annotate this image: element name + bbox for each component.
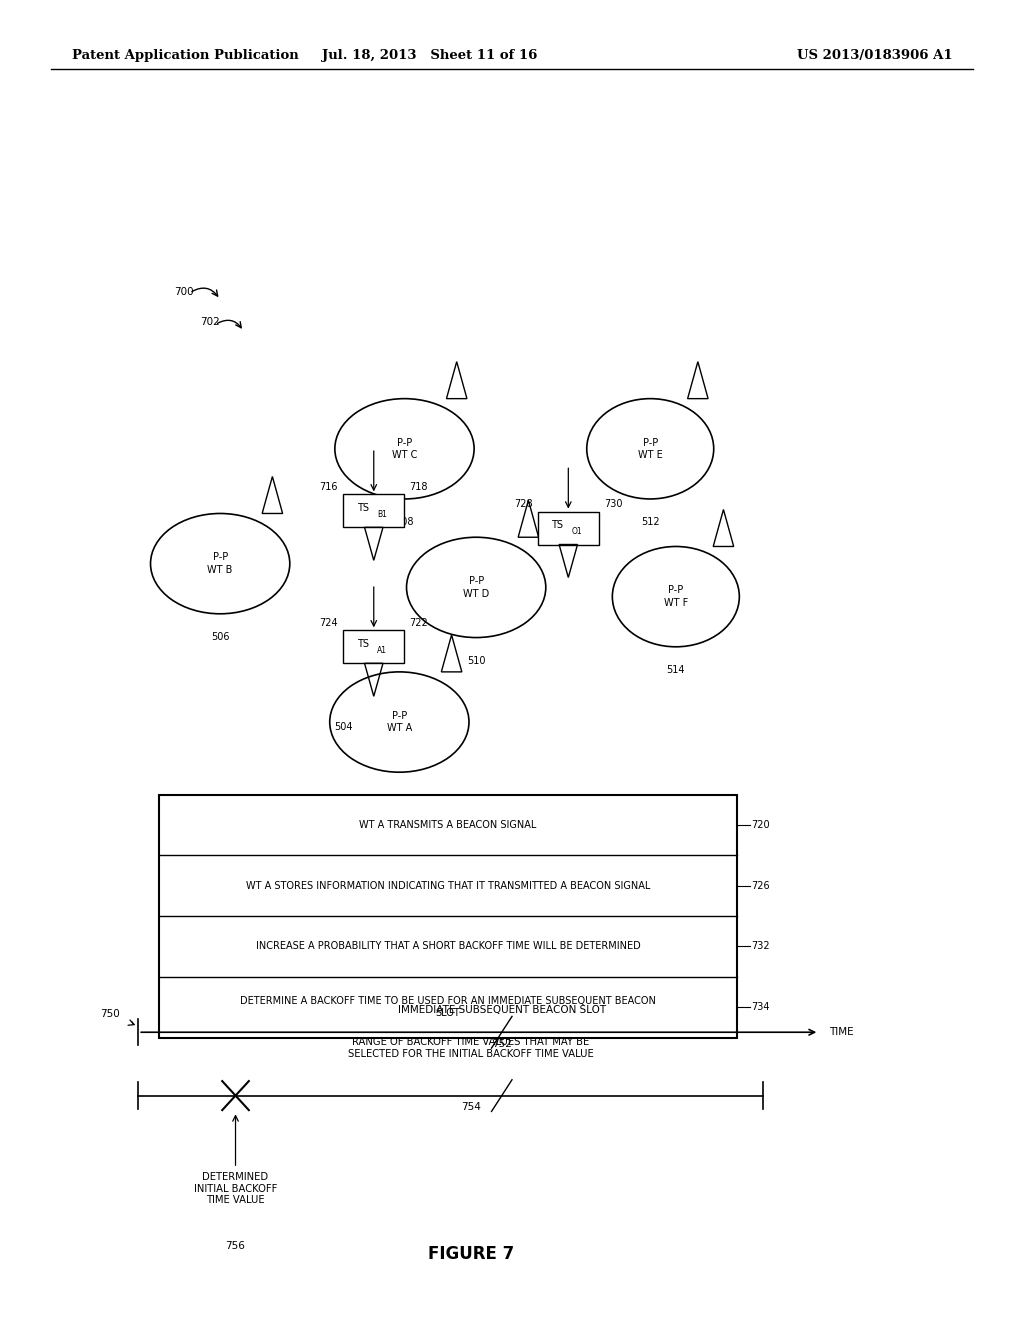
Text: FIGURE 7: FIGURE 7 bbox=[428, 1245, 514, 1263]
Text: 504: 504 bbox=[334, 722, 352, 733]
Text: 754: 754 bbox=[461, 1102, 481, 1113]
Text: IMMEDIATE SUBSEQUENT BEACON SLOT: IMMEDIATE SUBSEQUENT BEACON SLOT bbox=[397, 1005, 606, 1015]
Text: 512: 512 bbox=[641, 517, 659, 528]
Text: P-P
WT A: P-P WT A bbox=[387, 711, 412, 733]
Text: P-P
WT D: P-P WT D bbox=[463, 577, 489, 598]
Text: A1: A1 bbox=[377, 647, 387, 655]
Text: P-P
WT F: P-P WT F bbox=[664, 586, 688, 607]
Bar bbox=[538, 511, 599, 544]
Text: O1: O1 bbox=[571, 528, 582, 536]
Text: Jul. 18, 2013   Sheet 11 of 16: Jul. 18, 2013 Sheet 11 of 16 bbox=[323, 49, 538, 62]
Text: 716: 716 bbox=[319, 482, 338, 492]
Text: 718: 718 bbox=[410, 482, 428, 492]
Text: 722: 722 bbox=[410, 618, 428, 628]
Bar bbox=[343, 494, 404, 527]
Text: 756: 756 bbox=[225, 1241, 246, 1251]
Text: 728: 728 bbox=[514, 499, 532, 510]
Text: TS: TS bbox=[356, 503, 369, 513]
Text: 732: 732 bbox=[752, 941, 770, 952]
Text: TS: TS bbox=[356, 639, 369, 649]
Text: WT A TRANSMITS A BEACON SIGNAL: WT A TRANSMITS A BEACON SIGNAL bbox=[359, 820, 537, 830]
Text: US 2013/0183906 A1: US 2013/0183906 A1 bbox=[797, 49, 952, 62]
Text: 730: 730 bbox=[604, 499, 623, 510]
Text: P-P
WT B: P-P WT B bbox=[208, 553, 232, 574]
Text: 506: 506 bbox=[211, 632, 229, 643]
Text: 508: 508 bbox=[395, 517, 414, 528]
Text: DETERMINE A BACKOFF TIME TO BE USED FOR AN IMMEDIATE SUBSEQUENT BEACON
SLOT: DETERMINE A BACKOFF TIME TO BE USED FOR … bbox=[240, 997, 656, 1018]
Text: DETERMINED
INITIAL BACKOFF
TIME VALUE: DETERMINED INITIAL BACKOFF TIME VALUE bbox=[194, 1172, 278, 1205]
Text: 734: 734 bbox=[752, 1002, 770, 1012]
Text: 700: 700 bbox=[174, 286, 194, 297]
Text: TS: TS bbox=[551, 520, 563, 531]
Bar bbox=[343, 630, 404, 663]
Text: 510: 510 bbox=[467, 656, 485, 667]
Text: TIME: TIME bbox=[829, 1027, 854, 1038]
Text: Patent Application Publication: Patent Application Publication bbox=[72, 49, 298, 62]
Text: 750: 750 bbox=[100, 1008, 120, 1019]
Text: RANGE OF BACKOFF TIME VALUES THAT MAY BE
SELECTED FOR THE INITIAL BACKOFF TIME V: RANGE OF BACKOFF TIME VALUES THAT MAY BE… bbox=[348, 1038, 594, 1059]
Text: 752: 752 bbox=[492, 1039, 512, 1049]
Text: INCREASE A PROBABILITY THAT A SHORT BACKOFF TIME WILL BE DETERMINED: INCREASE A PROBABILITY THAT A SHORT BACK… bbox=[256, 941, 640, 952]
Text: P-P
WT C: P-P WT C bbox=[392, 438, 417, 459]
Text: 724: 724 bbox=[319, 618, 338, 628]
Text: P-P
WT E: P-P WT E bbox=[638, 438, 663, 459]
Text: 726: 726 bbox=[752, 880, 770, 891]
Text: 514: 514 bbox=[667, 665, 685, 676]
Text: 702: 702 bbox=[200, 317, 219, 327]
Text: WT A STORES INFORMATION INDICATING THAT IT TRANSMITTED A BEACON SIGNAL: WT A STORES INFORMATION INDICATING THAT … bbox=[246, 880, 650, 891]
Bar bbox=[159, 795, 737, 1038]
Text: 720: 720 bbox=[752, 820, 770, 830]
Text: B1: B1 bbox=[377, 511, 387, 519]
